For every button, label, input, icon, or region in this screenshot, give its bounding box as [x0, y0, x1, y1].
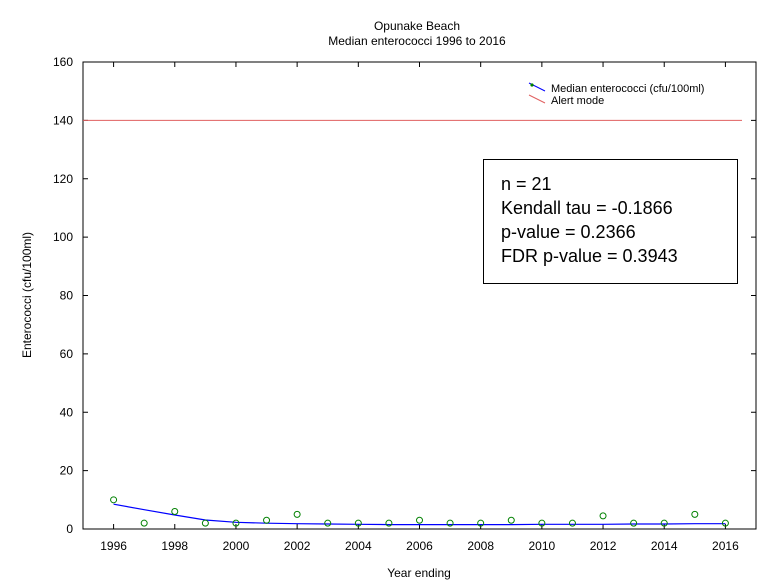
- data-point-2005: [385, 519, 393, 527]
- plot-area: [82, 61, 757, 530]
- data-point-2014: [660, 519, 668, 527]
- data-point-1996: [110, 496, 118, 504]
- x-tick-label-7: 2010: [529, 539, 556, 553]
- data-point-2011: [568, 519, 576, 527]
- data-point-2013: [630, 519, 638, 527]
- stats-n: n = 21: [501, 174, 552, 194]
- data-point-1997: [140, 519, 148, 527]
- y-tick-label-8: 160: [53, 55, 73, 69]
- data-point-2009: [507, 516, 515, 524]
- x-axis-label: Year ending: [387, 566, 451, 580]
- trend-line: [113, 503, 726, 526]
- legend-alert-label: Alert mode: [551, 95, 604, 107]
- x-axis-ticks: 1996 1998 2000 2002 2004 2006 2008 2010 2012 2014…: [100, 62, 739, 553]
- x-tick-label-3: 2002: [284, 539, 311, 553]
- stats-kendall-tau: Kendall tau = -0.1866: [501, 198, 673, 218]
- chart-subtitle: Median enterococci 1996 to 2016: [328, 34, 506, 48]
- data-point-2002: [293, 510, 301, 518]
- chart-title: Opunake Beach: [374, 19, 460, 33]
- y-tick-label-1: 20: [60, 464, 74, 478]
- y-axis-label: Enterococci (cfu/100ml): [20, 232, 34, 358]
- stats-fdr-p-value: FDR p-value = 0.3943: [501, 246, 678, 266]
- y-tick-label-7: 140: [53, 113, 73, 127]
- y-tick-label-2: 40: [60, 405, 74, 419]
- data-point-2004: [354, 519, 362, 527]
- legend-median-marker: [530, 83, 534, 87]
- data-point-2016: [721, 519, 729, 527]
- stats-p-value: p-value = 0.2366: [501, 222, 636, 242]
- data-point-2010: [538, 519, 546, 527]
- data-point-2007: [446, 519, 454, 527]
- stats-box: n = 21 Kendall tau = -0.1866 p-value = 0…: [483, 159, 738, 284]
- data-point-2003: [324, 519, 332, 527]
- y-tick-label-0: 0: [66, 522, 73, 536]
- x-tick-label-2: 2000: [223, 539, 250, 553]
- data-point-1999: [201, 519, 209, 527]
- y-tick-label-4: 80: [60, 289, 74, 303]
- legend-median-label: Median enterococci (cfu/100ml): [551, 83, 704, 95]
- data-points: [110, 496, 729, 527]
- x-tick-label-1: 1998: [161, 539, 188, 553]
- x-tick-label-10: 2016: [712, 539, 739, 553]
- data-point-2015: [691, 510, 699, 518]
- y-axis-ticks: 0 20 40 60 80 100 120 140 160: [53, 55, 756, 536]
- trend-line-group: [113, 503, 726, 526]
- data-point-2008: [477, 519, 485, 527]
- data-point-2000: [232, 519, 240, 527]
- legend-alert-line: [528, 94, 546, 104]
- y-tick-label-6: 120: [53, 172, 73, 186]
- x-tick-label-6: 2008: [467, 539, 494, 553]
- x-tick-label-8: 2012: [590, 539, 617, 553]
- x-tick-label-5: 2006: [406, 539, 433, 553]
- x-tick-label-4: 2004: [345, 539, 372, 553]
- y-tick-label-3: 60: [60, 347, 74, 361]
- data-point-1998: [171, 507, 179, 515]
- x-tick-label-0: 1996: [100, 539, 127, 553]
- legend: Median enterococci (cfu/100ml) Alert mod…: [528, 82, 704, 107]
- data-point-2006: [416, 516, 423, 524]
- y-tick-label-5: 100: [53, 230, 73, 244]
- x-tick-label-9: 2014: [651, 539, 678, 553]
- data-point-2012: [599, 512, 607, 520]
- data-point-2001: [263, 516, 271, 524]
